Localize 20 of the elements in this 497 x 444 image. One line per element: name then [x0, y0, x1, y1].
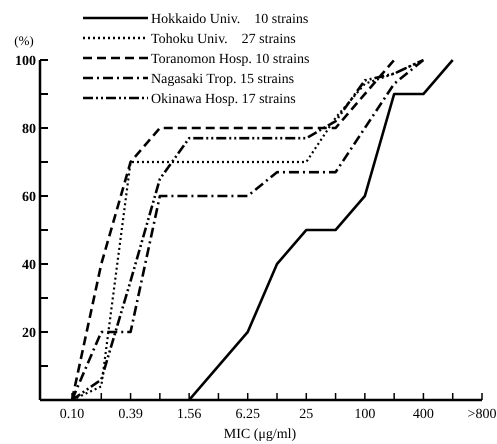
- legend-label: Tohoku Univ. 27 strains: [151, 32, 296, 47]
- legend-label: Okinawa Hosp. 17 strains: [151, 92, 296, 107]
- legend-label: Nagasaki Trop. 15 strains: [151, 72, 294, 87]
- x-tick-label: 1.56: [176, 407, 202, 422]
- y-tick-label: 40: [22, 258, 36, 273]
- x-tick-label: 6.25: [235, 407, 260, 422]
- legend-label: Toranomon Hosp. 10 strains: [151, 52, 310, 67]
- legend-label: Hokkaido Univ. 10 strains: [151, 12, 308, 27]
- y-tick-label: 60: [22, 190, 36, 205]
- y-tick-label: 20: [22, 326, 36, 341]
- x-tick-label: 100: [354, 407, 376, 422]
- x-tick-label: >800: [468, 407, 496, 422]
- x-tick-label: 25: [299, 407, 314, 422]
- y-tick-label: 100: [15, 54, 36, 69]
- x-axis-title: MIC (μg/ml): [224, 427, 297, 442]
- x-tick-label: 0.39: [118, 407, 143, 422]
- x-tick-label: 400: [412, 407, 434, 422]
- y-tick-label: 80: [22, 122, 36, 137]
- y-axis-title: (%): [14, 33, 34, 48]
- x-tick-label: 0.10: [60, 407, 84, 422]
